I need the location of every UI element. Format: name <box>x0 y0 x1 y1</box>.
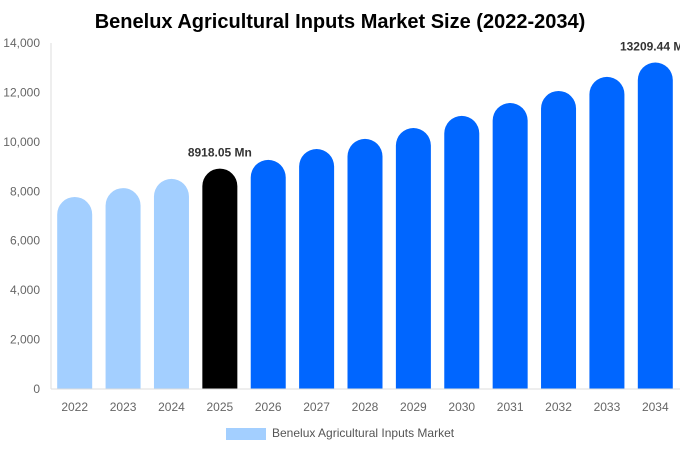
legend-label: Benelux Agricultural Inputs Market <box>272 426 455 440</box>
x-tick-label: 2033 <box>594 400 621 414</box>
bar-2030[interactable] <box>444 115 480 389</box>
bar-2034[interactable] <box>637 62 673 390</box>
bar-2033[interactable] <box>589 76 625 389</box>
x-tick-label: 2031 <box>497 400 524 414</box>
x-tick-label: 2030 <box>448 400 475 414</box>
y-tick-label: 10,000 <box>3 135 40 149</box>
y-tick-label: 0 <box>33 382 40 396</box>
y-tick-label: 4,000 <box>10 283 40 297</box>
bar-2029[interactable] <box>395 128 431 389</box>
bar-2025[interactable] <box>202 168 238 389</box>
bar-2031[interactable] <box>492 103 528 390</box>
y-tick-label: 12,000 <box>3 85 40 99</box>
data-label-2025: 8918.05 Mn <box>188 146 252 160</box>
y-axis: 0 2,000 4,000 6,000 8,000 10,000 12,000 14,000 <box>3 36 52 396</box>
x-tick-label: 2022 <box>61 400 88 414</box>
x-tick-label: 2034 <box>642 400 669 414</box>
bar-2032[interactable] <box>541 90 577 390</box>
y-tick-label: 2,000 <box>10 333 40 347</box>
bar-2027[interactable] <box>299 149 335 389</box>
bars <box>57 62 673 390</box>
bar-2023[interactable] <box>105 188 141 389</box>
x-tick-label: 2024 <box>158 400 185 414</box>
data-labels: 8918.05 Mn 13209.44 Mn <box>188 40 680 160</box>
bar-2022[interactable] <box>57 196 93 389</box>
x-tick-label: 2025 <box>206 400 233 414</box>
x-tick-label: 2023 <box>110 400 137 414</box>
y-tick-label: 6,000 <box>10 234 40 248</box>
x-tick-label: 2032 <box>545 400 572 414</box>
bar-2026[interactable] <box>250 159 286 389</box>
legend-swatch <box>226 428 266 440</box>
y-tick-label: 8,000 <box>10 184 40 198</box>
bar-2028[interactable] <box>347 138 383 389</box>
legend[interactable]: Benelux Agricultural Inputs Market <box>226 426 455 440</box>
x-tick-label: 2029 <box>400 400 427 414</box>
x-tick-label: 2026 <box>255 400 282 414</box>
x-tick-label: 2028 <box>352 400 379 414</box>
x-tick-label: 2027 <box>303 400 330 414</box>
data-label-2034: 13209.44 Mn <box>620 40 680 54</box>
y-tick-label: 14,000 <box>3 36 40 50</box>
chart-title: Benelux Agricultural Inputs Market Size … <box>95 11 586 33</box>
x-axis: 2022 2023 2024 2025 2026 2027 2028 2029 2030 2031… <box>51 388 680 414</box>
bar-2024[interactable] <box>153 178 189 389</box>
